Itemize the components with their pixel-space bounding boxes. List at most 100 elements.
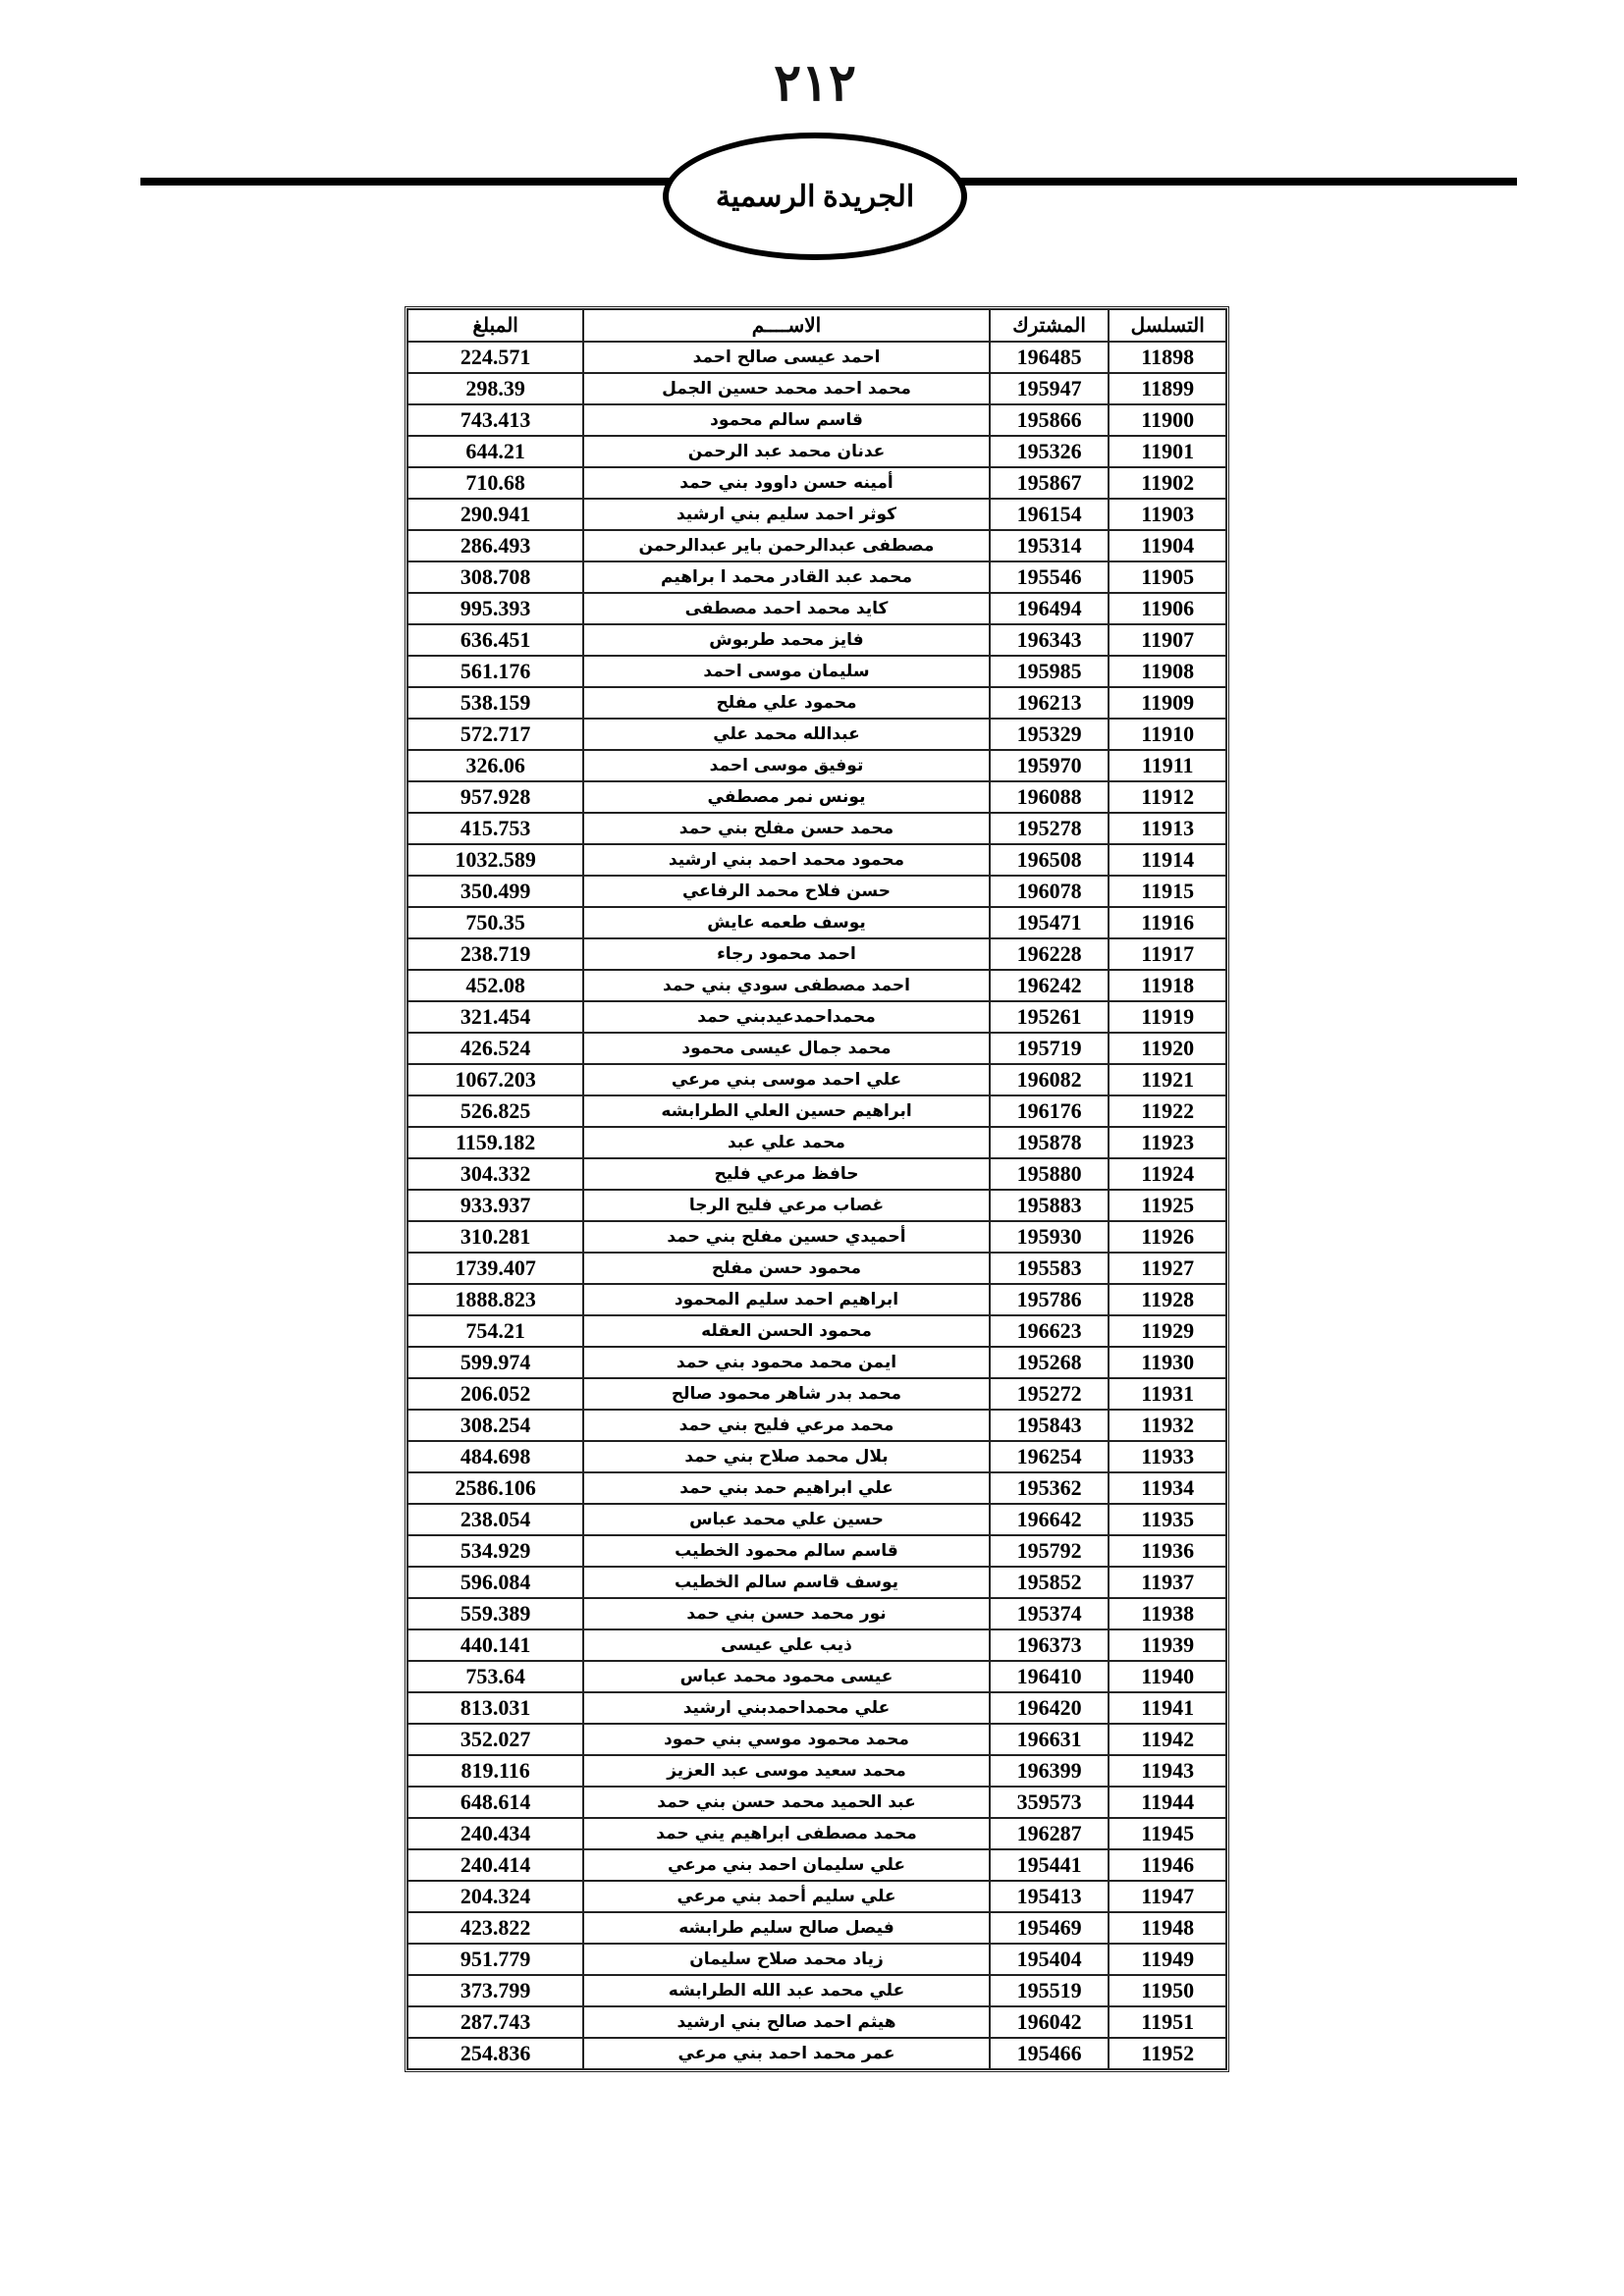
name-cell: علي محمد عبد الله الطرابشه — [583, 1975, 990, 2006]
table-row: 11946 195441 علي سليمان احمد بني مرعي 240.4… — [407, 1849, 1226, 1881]
publication-title-ellipse: الجريدة الرسمية — [663, 133, 967, 260]
amount-cell: 308.708 — [407, 561, 584, 593]
amount-cell: 240.434 — [407, 1818, 584, 1849]
serial-cell: 11925 — [1109, 1190, 1226, 1221]
serial-cell: 11932 — [1109, 1410, 1226, 1441]
table-row: 11917 196228 احمد محمود رجاء 238.719 — [407, 938, 1226, 970]
serial-cell: 11952 — [1109, 2038, 1226, 2069]
serial-cell: 11914 — [1109, 844, 1226, 876]
subscriber-cell: 195867 — [989, 467, 1110, 499]
serial-cell: 11930 — [1109, 1347, 1226, 1378]
amount-cell: 423.822 — [407, 1912, 584, 1944]
name-cell: محمود محمد احمد بني ارشيد — [583, 844, 990, 876]
table-row: 11936 195792 قاسم سالم محمود الخطيب 534.929 — [407, 1535, 1226, 1567]
amount-cell: 559.389 — [407, 1598, 584, 1629]
name-cell: يوسف طعمه عايش — [583, 907, 990, 938]
name-cell: محمود علي مفلح — [583, 687, 990, 719]
name-cell: محمد محمود موسي بني حمود — [583, 1724, 990, 1755]
publication-title: الجريدة الرسمية — [715, 180, 915, 213]
name-cell: حافظ مرعي فليح — [583, 1158, 990, 1190]
table-row: 11915 196078 حسن فلاح محمد الرفاعي 350.499 — [407, 876, 1226, 907]
amount-cell: 599.974 — [407, 1347, 584, 1378]
subscriber-cell: 195947 — [989, 373, 1110, 404]
table-row: 11913 195278 محمد حسن مفلح بني حمد 415.753 — [407, 813, 1226, 844]
subscriber-cell: 359573 — [989, 1787, 1110, 1818]
table-row: 11903 196154 كوثر احمد سليم بني ارشيد 290.9… — [407, 499, 1226, 530]
subscriber-cell: 196254 — [989, 1441, 1110, 1472]
table-row: 11900 195866 قاسم سالم محمود 743.413 — [407, 404, 1226, 436]
name-cell: ابراهيم احمد سليم المحمود — [583, 1284, 990, 1315]
subscriber-cell: 195413 — [989, 1881, 1110, 1912]
amount-cell: 813.031 — [407, 1692, 584, 1724]
amount-cell: 648.614 — [407, 1787, 584, 1818]
table-row: 11924 195880 حافظ مرعي فليح 304.332 — [407, 1158, 1226, 1190]
name-cell: محمد احمد محمد حسين الجمل — [583, 373, 990, 404]
name-cell: زياد محمد صلاح سليمان — [583, 1944, 990, 1975]
name-cell: هيثم احمد صالح بني ارشيد — [583, 2006, 990, 2038]
table-row: 11930 195268 ايمن محمد محمود بني حمد 599.97… — [407, 1347, 1226, 1378]
subscriber-cell: 196494 — [989, 593, 1110, 624]
subscriber-cell: 195546 — [989, 561, 1110, 593]
serial-cell: 11905 — [1109, 561, 1226, 593]
name-cell: احمد عيسى صالح احمد — [583, 342, 990, 373]
serial-cell: 11903 — [1109, 499, 1226, 530]
subscriber-cell: 196343 — [989, 624, 1110, 656]
amount-cell: 753.64 — [407, 1661, 584, 1692]
amount-cell: 286.493 — [407, 530, 584, 561]
table-row: 11942 196631 محمد محمود موسي بني حمود 352.0… — [407, 1724, 1226, 1755]
table-header-row: التسلسل المشترك الاســــم المبلغ — [407, 309, 1226, 342]
table-row: 11943 196399 محمد سعيد موسى عبد العزيز 819.… — [407, 1755, 1226, 1787]
table-row: 11910 195329 عبدالله محمد علي 572.717 — [407, 719, 1226, 750]
page-number: ٢١٢ — [774, 56, 856, 112]
amount-cell: 310.281 — [407, 1221, 584, 1253]
subscriber-cell: 195278 — [989, 813, 1110, 844]
subscriber-cell: 196088 — [989, 781, 1110, 813]
name-cell: حسن فلاح محمد الرفاعي — [583, 876, 990, 907]
subscriber-cell: 196154 — [989, 499, 1110, 530]
name-cell: ابراهيم حسين العلي الطرابشه — [583, 1095, 990, 1127]
table-row: 11902 195867 أمينه حسن داوود بني حمد 710.68 — [407, 467, 1226, 499]
serial-cell: 11922 — [1109, 1095, 1226, 1127]
subscriber-cell: 196078 — [989, 876, 1110, 907]
subscriber-cell: 195469 — [989, 1912, 1110, 1944]
name-cell: محمد حسن مفلح بني حمد — [583, 813, 990, 844]
serial-cell: 11943 — [1109, 1755, 1226, 1787]
name-cell: يوسف قاسم سالم الخطيب — [583, 1567, 990, 1598]
subscriber-cell: 196082 — [989, 1064, 1110, 1095]
amount-cell: 287.743 — [407, 2006, 584, 2038]
subscriber-cell: 195719 — [989, 1033, 1110, 1064]
serial-cell: 11904 — [1109, 530, 1226, 561]
table-row: 11906 196494 كايد محمد احمد مصطفى 995.393 — [407, 593, 1226, 624]
table-row: 11907 196343 فايز محمد طربوش 636.451 — [407, 624, 1226, 656]
serial-cell: 11947 — [1109, 1881, 1226, 1912]
table-row: 11923 195878 محمد علي عبد 1159.182 — [407, 1127, 1226, 1158]
amount-cell: 238.719 — [407, 938, 584, 970]
amount-cell: 484.698 — [407, 1441, 584, 1472]
name-cell: قاسم سالم محمود الخطيب — [583, 1535, 990, 1567]
name-cell: ذيب علي عيسى — [583, 1629, 990, 1661]
subscriber-cell: 195519 — [989, 1975, 1110, 2006]
serial-cell: 11924 — [1109, 1158, 1226, 1190]
subscriber-cell: 195362 — [989, 1472, 1110, 1504]
amount-cell: 238.054 — [407, 1504, 584, 1535]
serial-cell: 11948 — [1109, 1912, 1226, 1944]
amount-cell: 308.254 — [407, 1410, 584, 1441]
serial-cell: 11950 — [1109, 1975, 1226, 2006]
amount-cell: 538.159 — [407, 687, 584, 719]
name-cell: عيسى محمود محمد عباس — [583, 1661, 990, 1692]
amount-cell: 754.21 — [407, 1315, 584, 1347]
amount-cell: 206.052 — [407, 1378, 584, 1410]
serial-cell: 11941 — [1109, 1692, 1226, 1724]
amount-cell: 1888.823 — [407, 1284, 584, 1315]
name-cell: محمد مصطفى ابراهيم يني حمد — [583, 1818, 990, 1849]
amount-cell: 1032.589 — [407, 844, 584, 876]
table-row: 11916 195471 يوسف طعمه عايش 750.35 — [407, 907, 1226, 938]
serial-cell: 11928 — [1109, 1284, 1226, 1315]
table-row: 11952 195466 عمر محمد احمد بني مرعي 254.836 — [407, 2038, 1226, 2069]
serial-cell: 11917 — [1109, 938, 1226, 970]
amount-cell: 1067.203 — [407, 1064, 584, 1095]
amount-cell: 2586.106 — [407, 1472, 584, 1504]
amount-cell: 596.084 — [407, 1567, 584, 1598]
amount-cell: 415.753 — [407, 813, 584, 844]
subscriber-cell: 195883 — [989, 1190, 1110, 1221]
